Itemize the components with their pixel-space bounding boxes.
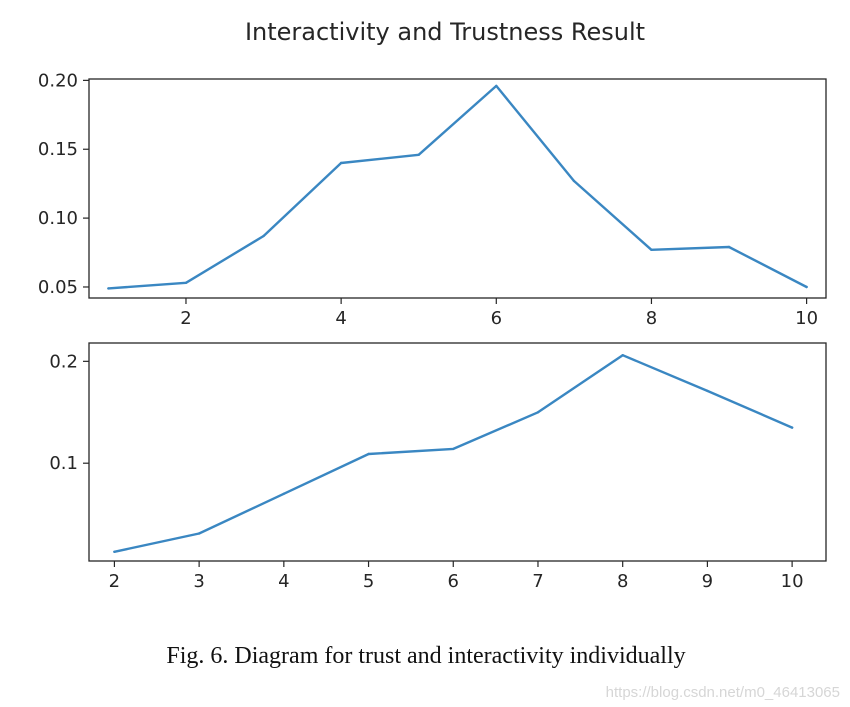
bottom-x-tick-label: 2 (109, 571, 120, 592)
top-y-tick-label: 0.05 (38, 277, 78, 298)
top-x-tick-label: 2 (180, 308, 191, 329)
bottom-y-tick-label: 0.2 (49, 351, 78, 372)
top-x-tick-label: 10 (795, 308, 818, 329)
top-axes-frame (88, 78, 827, 299)
top-data-point (805, 285, 808, 289)
bottom-axes-frame (88, 342, 827, 562)
bottom-data-point (367, 452, 370, 456)
bottom-data-point (282, 492, 285, 495)
bottom-x-tick-label: 6 (448, 571, 459, 592)
bottom-data-point (536, 411, 540, 414)
top-data-point (495, 84, 498, 88)
top-data-point (572, 179, 576, 183)
bottom-data-point (197, 532, 201, 535)
top-x-tick-label: 8 (646, 308, 657, 329)
bottom-y-tick-label: 0.1 (49, 453, 78, 474)
top-data-point (184, 281, 188, 284)
top-data-point (107, 287, 110, 290)
top-x-tick-label: 4 (335, 308, 346, 329)
bottom-x-tick-label: 9 (702, 571, 713, 592)
bottom-x-tick-label: 8 (617, 571, 628, 592)
bottom-x-tick-label: 3 (193, 571, 204, 592)
bottom-data-point (113, 550, 116, 553)
top-y-tick-label: 0.15 (38, 139, 78, 160)
bottom-data-point (621, 354, 624, 357)
chart-title: Interactivity and Trustness Result (245, 18, 645, 46)
top-data-point (262, 234, 265, 238)
watermark: https://blog.csdn.net/m0_46413065 (606, 684, 840, 701)
bottom-data-point (452, 447, 455, 451)
top-data-point (727, 245, 731, 249)
figure-caption: Fig. 6. Diagram for trust and interactiv… (166, 643, 685, 669)
bottom-data-point (706, 389, 709, 393)
top-y-tick-label: 0.10 (38, 208, 78, 229)
bottom-subplot: 2 3 4 5 6 7 8 9 10 0.1 0.2 (49, 342, 827, 592)
bottom-x-tick-label: 5 (363, 571, 374, 592)
top-x-tick-label: 6 (491, 308, 502, 329)
bottom-x-tick-label: 4 (278, 571, 289, 592)
bottom-data-point (790, 426, 794, 429)
top-data-point (417, 153, 420, 156)
top-y-tick-label: 0.20 (38, 70, 78, 91)
top-series-line (107, 84, 808, 290)
top-data-point (339, 161, 343, 165)
top-data-point (650, 248, 653, 251)
bottom-x-tick-label: 7 (532, 571, 543, 592)
bottom-x-tick-label: 10 (781, 571, 804, 592)
top-subplot: 2 4 6 8 10 0.05 0.10 0.15 0.20 (38, 70, 827, 329)
bottom-series-line (113, 354, 794, 553)
